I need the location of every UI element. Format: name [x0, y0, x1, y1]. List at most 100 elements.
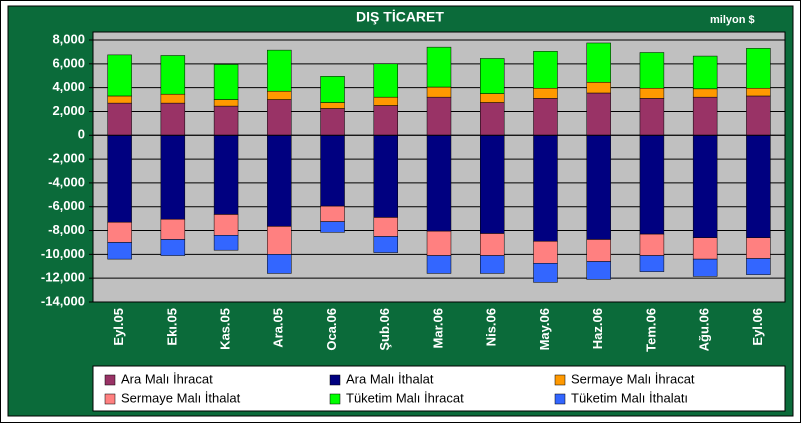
- x-tick-label: Haz.06: [590, 308, 605, 349]
- legend-swatch: [329, 374, 341, 386]
- bar-segment: [267, 99, 292, 136]
- x-tick-label: Nis.06: [484, 308, 499, 346]
- bar-segment: [746, 87, 771, 97]
- bar-segment: [586, 261, 611, 280]
- bar-segment: [320, 135, 345, 207]
- bar-segment: [480, 93, 505, 103]
- bar-segment: [692, 258, 718, 277]
- bar-segment: [320, 102, 345, 109]
- y-tick-label: -4,000: [48, 174, 85, 189]
- y-tick-label: -8,000: [48, 222, 85, 237]
- bar-segment: [639, 255, 665, 272]
- x-tick-label: Oca.06: [324, 308, 339, 351]
- bar-segment: [746, 48, 771, 89]
- bar-segment: [692, 237, 718, 260]
- bar-segment: [533, 51, 558, 89]
- bar-segment: [746, 237, 771, 259]
- chart-title: DIŞ TİCARET: [356, 9, 444, 25]
- bar-segment: [320, 76, 345, 103]
- legend-swatch: [104, 374, 116, 386]
- bar-segment: [480, 102, 505, 136]
- bar-segment: [107, 221, 132, 243]
- bar-segment: [586, 82, 611, 94]
- y-tick-label: -10,000: [41, 246, 85, 261]
- legend-swatch: [554, 374, 566, 386]
- bar-segment: [373, 135, 398, 218]
- bar-segment: [160, 218, 186, 240]
- bar-segment: [480, 233, 505, 256]
- bar-segment: [160, 55, 186, 95]
- bar-segment: [160, 102, 186, 136]
- bar-segment: [373, 105, 398, 136]
- bar-segment: [426, 255, 452, 274]
- y-tick-label: 6,000: [52, 55, 85, 70]
- bar-segment: [213, 235, 239, 251]
- bar-segment: [639, 52, 665, 89]
- bar-segment: [746, 135, 771, 238]
- bar-segment: [426, 135, 452, 232]
- bar-segment: [746, 258, 771, 275]
- x-tick-label: Mar.06: [430, 308, 445, 348]
- bar-segment: [533, 98, 558, 136]
- bar-segment: [639, 233, 665, 256]
- bar-segment: [533, 135, 558, 242]
- x-tick-label: Şub.06: [377, 308, 392, 351]
- bar-segment: [746, 95, 771, 136]
- x-tick-label: Ekı.05: [164, 308, 179, 346]
- x-tick-label: Ara.05: [271, 308, 286, 348]
- bar-segment: [213, 135, 239, 215]
- bar-segment: [480, 58, 505, 94]
- bar-segment: [426, 46, 452, 88]
- bar-segment: [213, 64, 239, 100]
- bar-segment: [320, 108, 345, 136]
- bar-segment: [107, 102, 132, 136]
- bar-segment: [107, 54, 132, 97]
- bar-segment: [213, 214, 239, 236]
- bar-segment: [107, 135, 132, 223]
- bar-segment: [426, 230, 452, 256]
- y-tick-label: 0: [78, 127, 85, 142]
- bar-segment: [213, 105, 239, 136]
- y-tick-label: -12,000: [41, 270, 85, 285]
- bar-segment: [480, 135, 505, 234]
- bar-segment: [160, 93, 186, 104]
- bar-segment: [267, 49, 292, 92]
- legend-swatch: [104, 393, 116, 405]
- legend-label: Sermaye Malı İthalat: [121, 390, 241, 405]
- bar-segment: [107, 242, 132, 260]
- legend-label: Ara Malı İhracat: [121, 371, 213, 386]
- bar-segment: [692, 88, 718, 98]
- bar-segment: [533, 263, 558, 283]
- bar-segment: [639, 98, 665, 136]
- bar-segment: [586, 135, 611, 240]
- x-tick-label: Ağu.06: [697, 308, 712, 351]
- bar-segment: [107, 95, 132, 104]
- bar-segment: [267, 254, 292, 274]
- x-tick-label: Eyl.06: [750, 308, 765, 346]
- bar-segment: [692, 96, 718, 136]
- x-tick-label: Kas.05: [218, 308, 233, 350]
- bar-segment: [373, 63, 398, 98]
- x-tick-label: May.06: [537, 308, 552, 350]
- legend: [92, 365, 786, 412]
- bar-segment: [160, 239, 186, 256]
- bar-segment: [586, 239, 611, 262]
- x-tick-label: Tem.06: [643, 308, 658, 352]
- bar-segment: [692, 55, 718, 90]
- bar-segment: [267, 135, 292, 227]
- y-tick-label: 4,000: [52, 79, 85, 94]
- bar-segment: [639, 87, 665, 99]
- y-tick-label: -6,000: [48, 198, 85, 213]
- bar-segment: [533, 241, 558, 264]
- legend-label: Tüketim Malı İthalatı: [571, 390, 688, 405]
- unit-label: milyon $: [710, 14, 755, 26]
- bar-segment: [320, 221, 345, 233]
- bar-segment: [320, 205, 345, 222]
- bar-segment: [639, 135, 665, 235]
- bar-segment: [692, 135, 718, 238]
- bar-segment: [267, 226, 292, 255]
- y-tick-label: -14,000: [41, 293, 85, 308]
- y-tick-label: 2,000: [52, 103, 85, 118]
- bar-segment: [426, 86, 452, 98]
- bar-segment: [426, 96, 452, 136]
